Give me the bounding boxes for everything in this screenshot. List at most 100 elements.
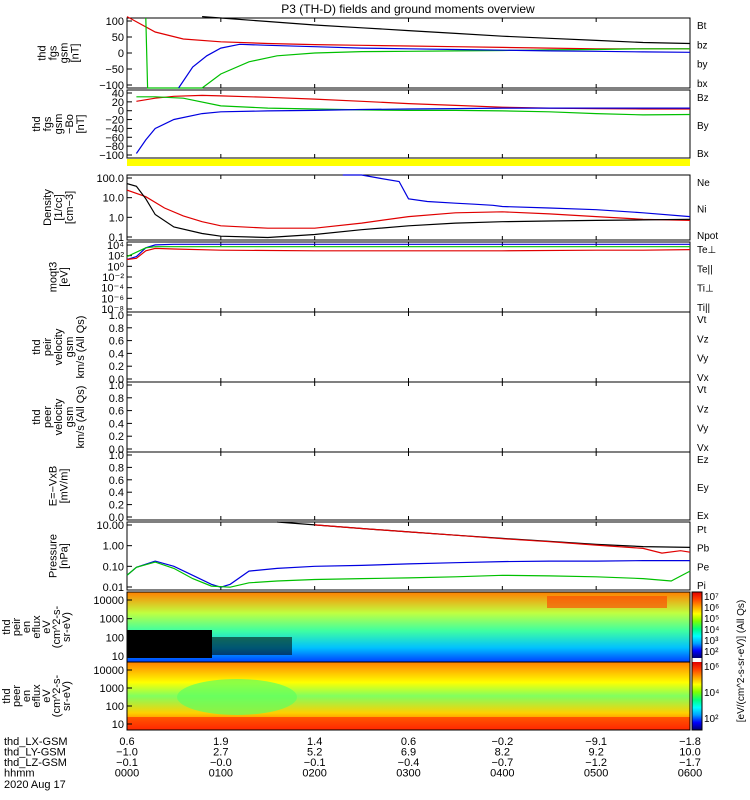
panel-p7: 1.00.80.60.40.20.0 E=−VxB [mV/m] Ez Ey Ex: [48, 450, 709, 524]
panel-frame: [126, 241, 691, 313]
y-axis-label: −Bo: [64, 114, 76, 134]
y-tick-label: 10⁻²: [102, 272, 124, 284]
footer-date: 2020 Aug 17: [4, 779, 66, 791]
y-axis-label: gsm: [64, 337, 76, 358]
y-tick-label: 100: [106, 16, 124, 28]
y-tick-label: 0.10: [103, 561, 124, 573]
legend-entry: Bt: [697, 21, 707, 32]
colorbar-tick: 10⁴: [704, 625, 719, 636]
y-axis-label: moqt3: [48, 262, 60, 293]
series-Bz: [136, 94, 690, 110]
footer-value: 10.0: [679, 747, 700, 759]
footer-value: 0.6: [401, 736, 416, 748]
footer-value: 0300: [396, 768, 420, 780]
series-By: [136, 96, 691, 116]
series-Ne: [126, 189, 691, 229]
high-flux-region: [547, 596, 667, 608]
y-axis-label: eV: [41, 689, 53, 703]
footer-value: −1.2: [585, 757, 607, 769]
y-axis-label: [eV]: [59, 267, 71, 287]
footer-value: 1.4: [307, 736, 322, 748]
y-axis-label: thd: [1, 688, 13, 703]
series-Te: [126, 247, 691, 261]
panel-p3: 100.0 10.0 1.0 0.1 Density [1/cc] [cm−3] Ne Ni Np…: [42, 173, 718, 244]
colorbar-title: [eV/(cm^2-s-sr-eV)] (All Qs): [736, 600, 747, 722]
y-tick-label: −100: [99, 80, 124, 92]
y-axis-label: gsm: [64, 407, 76, 428]
y-axis-label: thd: [1, 619, 13, 634]
y-tick-label: 0.6: [109, 336, 124, 348]
legend-entry: Ex: [697, 511, 709, 522]
y-axis-label: gsm: [53, 114, 65, 135]
colorbar-tick: 10⁶: [704, 662, 719, 673]
y-axis-label: velocity: [53, 398, 65, 435]
y-axis-label: peir: [42, 337, 54, 356]
legend-entry: Ey: [697, 483, 709, 494]
low-count-region: [127, 630, 212, 658]
y-axis-label: peer: [42, 406, 54, 428]
series-Bx: [135, 107, 690, 154]
footer-value: −1.0: [116, 747, 138, 759]
footer-value: 1.9: [213, 736, 228, 748]
footer-value: 8.2: [495, 747, 510, 759]
y-axis-label: peir: [11, 617, 23, 636]
y-axis-label: [nPa]: [59, 543, 71, 569]
colorbar-bottom: [692, 662, 702, 730]
colorbar-tick: 10⁶: [704, 603, 719, 614]
flux-blob: [177, 679, 297, 715]
y-tick-label: 10⁻⁴: [101, 283, 124, 295]
legend-entry: Vx: [697, 443, 709, 454]
y-tick-label: 10000: [93, 665, 124, 677]
y-axis-label: eflux: [31, 615, 43, 639]
y-axis-label: thd: [31, 339, 43, 354]
colorbar-tick: 10²: [704, 714, 719, 725]
footer-value: −0.2: [491, 736, 513, 748]
legend-entry: Vt: [697, 315, 707, 326]
y-axis-label: Pressure: [48, 534, 60, 578]
footer-row-label: thd_LZ-GSM: [4, 757, 67, 769]
legend-entry: By: [697, 121, 709, 132]
footer-value: 0100: [209, 768, 233, 780]
legend-entry: Vt: [697, 385, 707, 396]
y-axis-label: (cm^2-s-: [51, 674, 63, 717]
y-tick-label: 0.4: [109, 487, 124, 499]
panel-p5: 1.00.80.60.40.20.0 thd peir velocity gsm km/s…: [31, 310, 709, 386]
y-tick-label: 1.0: [109, 380, 124, 392]
panel-frame: [126, 381, 691, 453]
y-axis-label: fgs: [48, 45, 60, 60]
panel-frame: [126, 311, 691, 383]
y-tick-label: −100: [99, 150, 124, 162]
y-tick-label: 10: [112, 719, 124, 731]
y-axis-label: thd: [31, 116, 43, 131]
y-tick-label: 1.0: [109, 450, 124, 462]
y-tick-label: 10000: [93, 595, 124, 607]
y-tick-label: 10: [112, 651, 124, 663]
chart-title: P3 (TH-D) fields and ground moments over…: [281, 2, 535, 16]
y-tick-label: 100: [106, 701, 124, 713]
panel-p8: 10.00 1.00 0.10 0.01 Pressure [nPa] Pt Pb Pe Pi: [48, 520, 710, 594]
legend-entry: Pi: [697, 581, 706, 592]
footer-value: 0.6: [119, 736, 134, 748]
y-tick-label: −20: [105, 115, 124, 127]
footer-value: 0200: [302, 768, 326, 780]
y-axis-label: thd: [37, 45, 49, 60]
y-axis-label: peer: [11, 685, 23, 707]
y-tick-label: 0.8: [109, 462, 124, 474]
footer-row-label: thd_LY-GSM: [4, 747, 66, 759]
panel-p1: 100 50 0 −50 −100 thd fgs gsm [nT] Bt bz by bx: [37, 16, 708, 92]
footer-value: 2.7: [213, 747, 228, 759]
footer-row-label: thd_LX-GSM: [4, 736, 68, 748]
y-tick-label: 1.0: [109, 310, 124, 322]
y-tick-label: 0: [118, 106, 124, 118]
legend-entry: Vx: [697, 373, 709, 384]
panel-frame: [126, 89, 691, 159]
panel-p6: 1.00.80.60.40.20.0 thd peer velocity gsm km/s…: [31, 380, 709, 456]
legend-entry: Te⊥: [697, 245, 716, 256]
y-tick-label: 1.00: [103, 541, 124, 553]
colorbar-tick: 10⁷: [704, 592, 719, 603]
y-tick-label: 10.00: [96, 520, 124, 532]
series-Bt: [202, 16, 691, 45]
y-tick-label: 0.8: [109, 393, 124, 405]
series-bx: [178, 43, 691, 89]
